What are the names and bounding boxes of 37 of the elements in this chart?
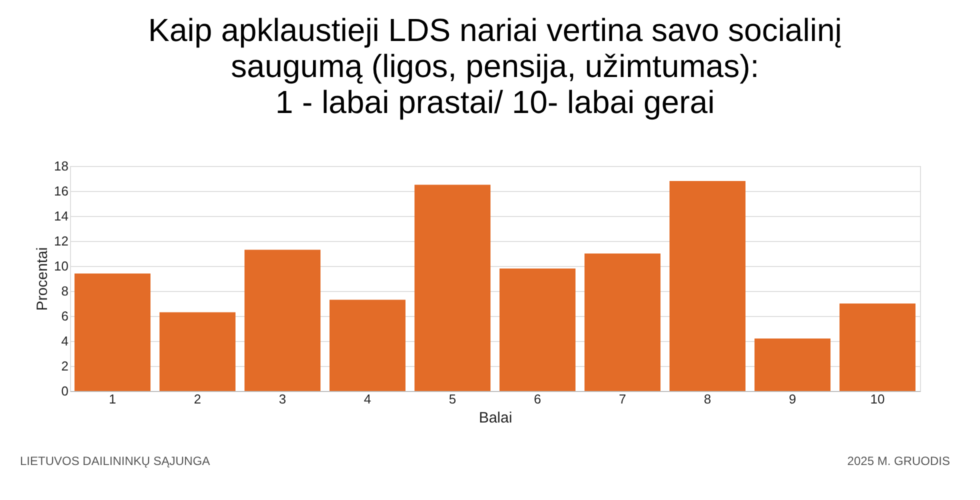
bar (670, 181, 746, 391)
y-tick-label: 6 (61, 308, 68, 324)
text: saugumą (ligos, pensija, užimtumas): (230, 48, 760, 84)
bar (840, 304, 916, 391)
y-axis-title: Procentai (34, 247, 52, 311)
x-tick-label: 7 (618, 392, 626, 406)
bar (330, 300, 406, 391)
bar (414, 184, 490, 391)
text: 1 - labai prastai/ 10- labai gerai (275, 84, 715, 120)
x-axis-title: Balai (478, 410, 512, 426)
x-tick-label: 8 (704, 392, 712, 406)
y-tick-label: 2 (61, 358, 68, 374)
y-tick-label: 10 (54, 258, 68, 274)
x-tick-label: 10 (870, 392, 885, 406)
bar (584, 254, 660, 391)
bar (74, 274, 150, 391)
y-tick-label: 16 (54, 184, 68, 198)
x-tick-label: 1 (108, 392, 116, 406)
y-tick-label: 12 (54, 234, 68, 248)
y-tick-label: 4 (61, 334, 68, 348)
text: 2025 M. GRUODIS (847, 454, 950, 468)
y-tick-label: 14 (54, 208, 68, 224)
x-tick-label: 9 (788, 392, 796, 406)
y-tick-label: 8 (61, 284, 68, 298)
text: Kaip apklaustieji LDS nariai vertina savo socialinį (148, 12, 842, 48)
x-tick-label: 2 (194, 392, 202, 406)
x-tick-label: 6 (534, 392, 542, 406)
bar (754, 338, 830, 391)
y-tick-label: 0 (61, 384, 68, 398)
text: LIETUVOS DAILININKŲ SĄJUNGA (20, 454, 210, 468)
y-tick-label: 18 (54, 158, 68, 174)
bar (160, 312, 236, 391)
x-tick-label: 3 (278, 392, 286, 406)
bar (244, 250, 320, 391)
bar (500, 268, 576, 391)
x-tick-label: 4 (364, 392, 372, 406)
x-tick-label: 5 (448, 392, 456, 406)
